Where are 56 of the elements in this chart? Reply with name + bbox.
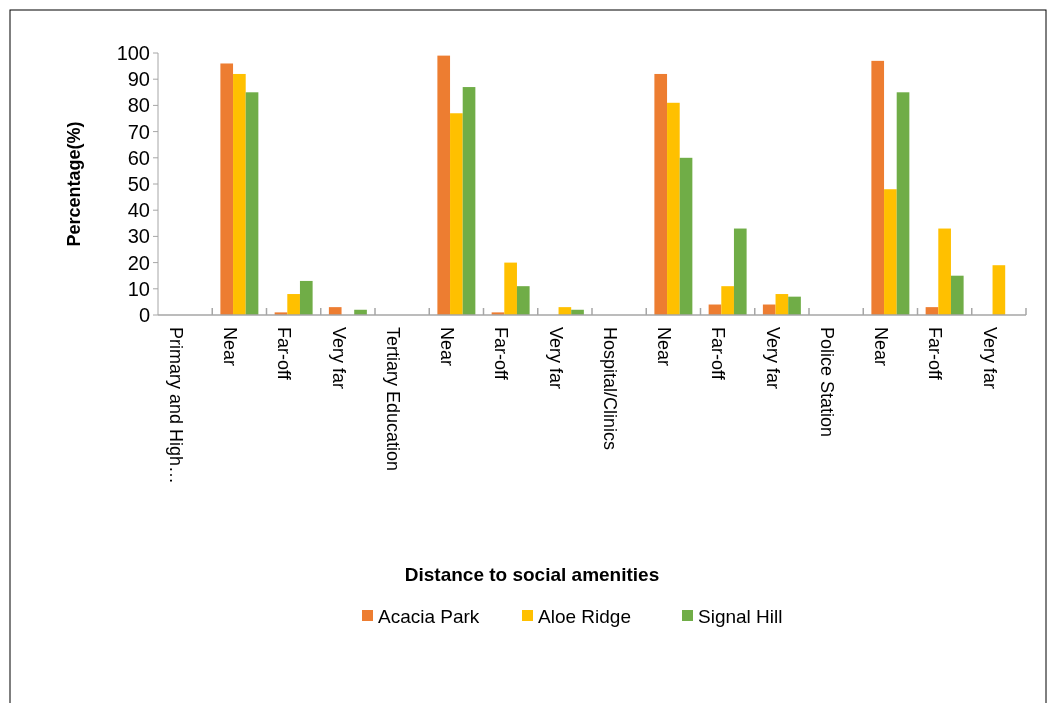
- bar: [667, 102, 680, 315]
- y-tick-label: 10: [127, 277, 150, 300]
- bar: [992, 265, 1006, 315]
- bar: [884, 189, 897, 315]
- x-tick-label: Very far: [328, 327, 349, 390]
- legend-label: Acacia Park: [378, 605, 480, 627]
- x-axis-title: Distance to social amenities: [404, 564, 660, 585]
- bar: [462, 87, 476, 315]
- bar: [938, 228, 951, 315]
- x-tick-label: Very far: [545, 327, 566, 390]
- bar: [220, 63, 234, 315]
- bar: [654, 73, 668, 315]
- bar: [233, 73, 246, 315]
- bar: [871, 60, 885, 315]
- x-tick-label: Hospital/Clinics: [599, 327, 620, 451]
- x-tick-label: Near: [871, 327, 892, 367]
- legend-label: Aloe Ridge: [538, 605, 631, 627]
- bar: [950, 275, 964, 315]
- x-tick-label: Police Station: [816, 327, 837, 438]
- x-tick-label: Far-off: [274, 327, 295, 381]
- x-tick-label: Primary and High…: [165, 327, 186, 485]
- y-tick-label: 80: [127, 94, 150, 117]
- legend-label: Signal Hill: [698, 605, 783, 627]
- y-tick-label: 70: [127, 120, 150, 143]
- bar: [896, 92, 910, 315]
- y-tick-label: 40: [127, 199, 150, 222]
- x-tick-label: Near: [437, 327, 458, 367]
- x-tick-label: Very far: [762, 327, 783, 390]
- x-tick-label: Far-off: [708, 327, 729, 381]
- y-tick-label: 20: [127, 251, 150, 274]
- y-tick-label: 90: [127, 68, 150, 91]
- bar: [299, 280, 313, 315]
- x-tick-label: Near: [654, 327, 675, 367]
- y-tick-label: 30: [127, 225, 150, 248]
- bar: [504, 262, 517, 315]
- bar: [775, 294, 789, 315]
- bar: [328, 307, 342, 315]
- bar: [679, 157, 693, 315]
- y-tick-label: 0: [138, 304, 150, 326]
- bar: [721, 286, 734, 315]
- x-tick-label: Far-off: [925, 327, 946, 381]
- y-axis-title: Percentage(%): [64, 121, 84, 247]
- bar: [516, 286, 530, 315]
- bar: [245, 92, 259, 315]
- y-tick-label: 60: [127, 146, 150, 169]
- bar: [437, 55, 451, 315]
- bar: [450, 113, 463, 315]
- y-tick-label: 50: [127, 173, 150, 195]
- y-tick-label: 100: [116, 42, 150, 64]
- bar: [287, 294, 300, 315]
- bar: [788, 296, 801, 315]
- x-tick-label: Very far: [979, 327, 1000, 390]
- bar: [733, 228, 747, 315]
- x-tick-label: Near: [220, 327, 241, 367]
- x-tick-label: Far-off: [491, 327, 512, 381]
- x-tick-label: Tertiary Education: [382, 327, 403, 472]
